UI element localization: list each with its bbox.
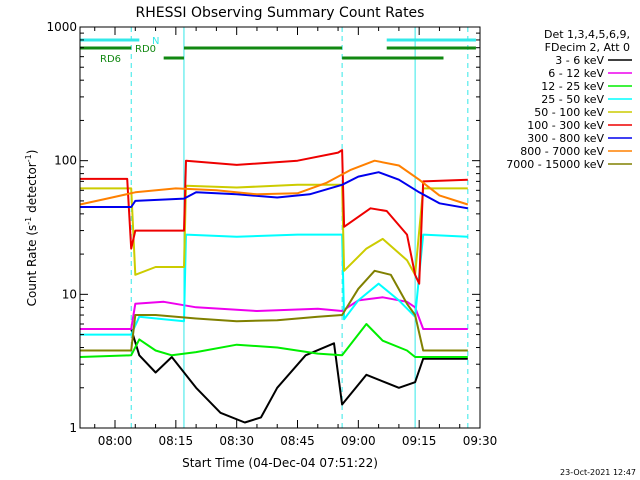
legend-label: 6 - 12 keV <box>548 67 604 80</box>
x-tick-label: 08:00 <box>98 434 133 448</box>
x-tick-label: 08:45 <box>280 434 315 448</box>
series-line-8 <box>79 159 469 206</box>
legend-label: 100 - 300 keV <box>527 119 604 132</box>
legend-header-line-1: Det 1,3,4,5,6,9, <box>544 28 630 41</box>
y-tick-label: 100 <box>54 154 77 168</box>
series-line-6 <box>80 149 468 285</box>
y-tick-label: 1 <box>69 421 77 435</box>
series-line-1 <box>80 328 468 424</box>
y-axis-label-end: ) <box>25 150 39 155</box>
y-axis-label-sup1: -1 <box>24 217 33 225</box>
legend: Det 1,3,4,5,6,9, FDecim 2, Att 0 3 - 6 k… <box>506 28 632 171</box>
legend-label: 7000 - 15000 keV <box>506 158 604 171</box>
n-flag-label: N <box>152 36 159 47</box>
series-line-7 <box>80 171 468 210</box>
series-line-2 <box>80 296 468 330</box>
legend-label: 3 - 6 keV <box>555 54 604 67</box>
x-tick-label: 09:00 <box>341 434 376 448</box>
legend-label: 12 - 25 keV <box>541 80 604 93</box>
rd6-flag-label: RD6 <box>100 54 121 65</box>
legend-label: 50 - 100 keV <box>534 106 604 119</box>
timestamp: 23-Oct-2021 12:47 <box>560 468 636 477</box>
legend-label: 300 - 800 keV <box>527 132 604 145</box>
y-tick-label: 10 <box>62 287 77 301</box>
y-axis-ticks: 1 10 100 1000 <box>46 20 480 435</box>
series-line-9 <box>80 269 468 352</box>
x-axis-ticks: 08:00 08:15 08:30 08:45 09:00 09:15 09:30 <box>94 27 498 448</box>
y-axis-label-main: Count Rate (s <box>25 225 39 307</box>
series-line-3 <box>79 323 468 358</box>
chart-title: RHESSI Observing Summary Count Rates <box>136 5 425 21</box>
plot-frame <box>79 26 481 429</box>
rd0-flag-label: RD0 <box>135 44 156 55</box>
x-axis-label: Start Time (04-Dec-04 07:51:22) <box>182 456 378 470</box>
legend-label: 25 - 50 keV <box>541 93 604 106</box>
y-axis-label: Count Rate (s-1 detector-1) <box>24 150 39 307</box>
legend-header-line-2: FDecim 2, Att 0 <box>545 41 630 54</box>
series-lines <box>79 149 469 424</box>
series-line-4 <box>80 233 468 336</box>
x-tick-label: 09:15 <box>402 434 437 448</box>
x-tick-label: 08:15 <box>159 434 194 448</box>
y-axis-label-mid: detector <box>25 162 39 217</box>
y-tick-label: 1000 <box>46 20 77 34</box>
y-axis-label-sup2: -1 <box>24 154 33 162</box>
x-tick-label: 09:30 <box>463 434 498 448</box>
x-tick-label: 08:30 <box>219 434 254 448</box>
legend-label: 800 - 7000 keV <box>520 145 604 158</box>
